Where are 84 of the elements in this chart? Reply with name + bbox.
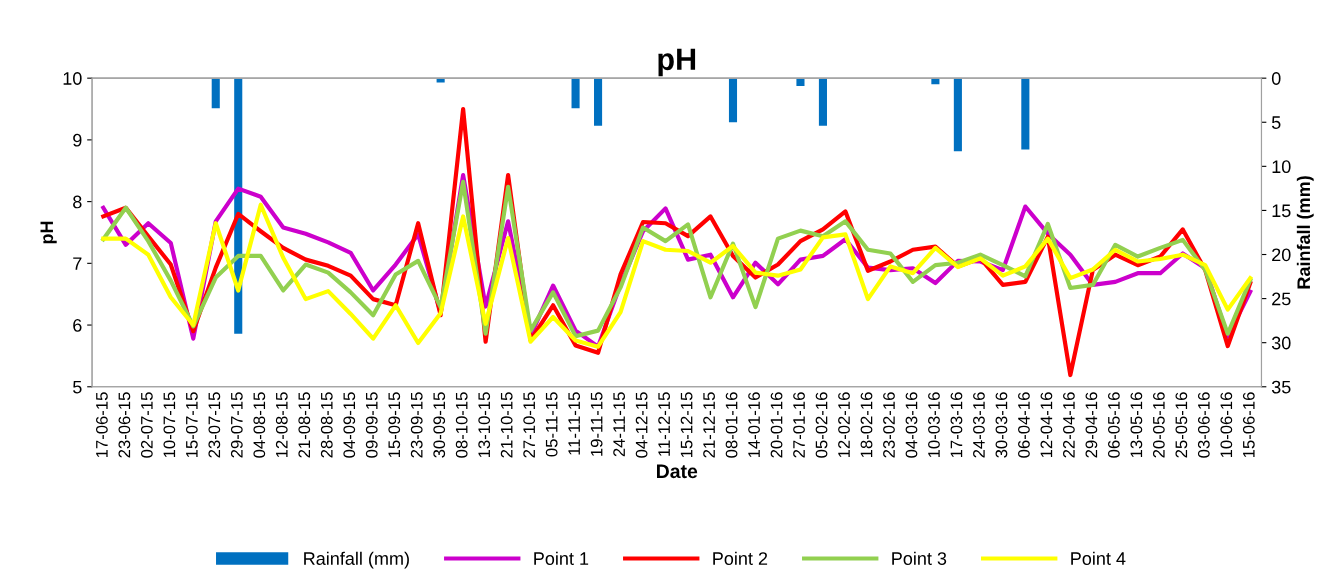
x-tick-label: 18-02-16 bbox=[860, 392, 873, 458]
x-tick-label: 20-05-16 bbox=[1152, 392, 1165, 458]
x-tick-label: 23-02-16 bbox=[883, 392, 895, 458]
y2-tick-label: 10 bbox=[1272, 160, 1291, 174]
x-tick-label: 30-03-16 bbox=[995, 392, 1008, 458]
x-tick-label: 20-01-16 bbox=[770, 392, 783, 458]
bar bbox=[594, 78, 603, 126]
y2-tick-label: 15 bbox=[1272, 204, 1291, 218]
x-tick-label: 04-03-16 bbox=[905, 392, 918, 458]
y2-tick-label: 20 bbox=[1272, 248, 1291, 262]
legend-label: Point 2 bbox=[713, 551, 768, 565]
legend-label: Point 1 bbox=[534, 551, 589, 565]
x-tick-label: 13-05-16 bbox=[1130, 392, 1143, 458]
x-tick-label: 06-05-16 bbox=[1107, 392, 1120, 458]
y-tick-label: 6 bbox=[73, 318, 82, 332]
x-tick-label: 06-04-16 bbox=[1018, 392, 1030, 458]
x-tick-label: 19-11-15 bbox=[590, 392, 603, 456]
x-tick-label: 22-04-16 bbox=[1063, 392, 1075, 458]
x-tick-label: 24-11-15 bbox=[613, 392, 626, 457]
y2-tick-label: 30 bbox=[1271, 336, 1291, 350]
bar bbox=[953, 78, 962, 152]
bar bbox=[1021, 78, 1030, 150]
y-tick-label: 10 bbox=[63, 72, 82, 85]
legend-label: Rainfall (mm) bbox=[304, 551, 409, 569]
x-tick-label: 28-08-15 bbox=[320, 392, 333, 458]
y-tick-label: 7 bbox=[73, 257, 82, 270]
x-tick-label: 03-06-16 bbox=[1197, 392, 1210, 458]
x-tick-label: 10-06-16 bbox=[1220, 392, 1233, 458]
x-tick-label: 04-09-15 bbox=[343, 392, 356, 458]
y-tick-label: 9 bbox=[73, 133, 82, 147]
x-tick-label: 23-06-15 bbox=[118, 392, 131, 458]
legend-label: Point 3 bbox=[892, 551, 947, 565]
x-tick-label: 23-07-15 bbox=[208, 392, 221, 458]
x-tick-label: 12-08-15 bbox=[275, 392, 288, 458]
y-tick-label: 5 bbox=[73, 380, 82, 394]
x-tick-label: 30-09-15 bbox=[433, 392, 446, 458]
legend-label: Point 4 bbox=[1071, 551, 1126, 565]
x-tick-label: 21-10-15 bbox=[500, 392, 513, 458]
x-tick-label: 15-07-15 bbox=[185, 392, 198, 458]
chart-title: pH bbox=[658, 48, 696, 77]
x-tick-label: 09-09-15 bbox=[365, 392, 378, 458]
bar bbox=[728, 78, 738, 123]
x-tick-label: 05-11-15 bbox=[545, 392, 558, 457]
x-tick-label: 17-06-15 bbox=[95, 392, 108, 458]
x-tick-label: 12-04-16 bbox=[1040, 392, 1053, 458]
x-tick-label: 12-02-16 bbox=[838, 392, 850, 458]
x-tick-label: 14-01-16 bbox=[748, 392, 760, 458]
y2-tick-label: 35 bbox=[1271, 380, 1291, 394]
y2-tick-label: 25 bbox=[1272, 292, 1291, 306]
x-tick-label: 10-03-16 bbox=[928, 392, 940, 458]
x-tick-label: 02-07-15 bbox=[140, 392, 153, 458]
bar bbox=[796, 78, 805, 87]
line-series bbox=[101, 202, 1253, 349]
x-tick-label: 24-03-16 bbox=[973, 392, 985, 458]
x-tick-label: 08-10-15 bbox=[455, 392, 468, 458]
x-tick-label: 15-06-16 bbox=[1242, 392, 1255, 458]
x-tick-label: 29-04-16 bbox=[1085, 392, 1098, 458]
x-tick-label: 04-12-15 bbox=[635, 392, 648, 458]
x-tick-label: 04-08-15 bbox=[253, 392, 266, 458]
x-tick-label: 27-10-15 bbox=[523, 392, 536, 458]
x-tick-label: 05-02-16 bbox=[815, 392, 828, 458]
x-tick-label: 11-12-15 bbox=[658, 392, 670, 456]
y2-axis-title: Rainfall (mm) bbox=[1296, 176, 1314, 289]
x-tick-label: 13-10-15 bbox=[478, 392, 491, 458]
x-tick-label: 27-01-16 bbox=[793, 392, 805, 458]
x-tick-label: 15-09-15 bbox=[388, 392, 401, 458]
bar bbox=[818, 78, 827, 126]
x-tick-label: 10-07-15 bbox=[163, 392, 176, 458]
x-tick-label: 21-12-15 bbox=[703, 392, 715, 458]
x-tick-label: 25-05-16 bbox=[1175, 392, 1188, 458]
y2-tick-label: 5 bbox=[1271, 116, 1281, 129]
y-axis-title: pH bbox=[40, 221, 57, 244]
y-tick-label: 8 bbox=[73, 195, 82, 209]
x-tick-label: 08-01-16 bbox=[725, 392, 738, 458]
bar bbox=[571, 78, 580, 109]
x-tick-label: 23-09-15 bbox=[410, 392, 423, 458]
x-tick-label: 21-08-15 bbox=[298, 392, 311, 458]
x-tick-label: 11-11-15 bbox=[568, 392, 581, 455]
bar bbox=[211, 78, 220, 109]
x-tick-label: 17-03-16 bbox=[950, 392, 963, 458]
y2-tick-label: 0 bbox=[1271, 72, 1281, 85]
x-tick-label: 29-07-15 bbox=[230, 392, 243, 458]
x-tick-label: 15-12-15 bbox=[680, 392, 693, 458]
x-axis-title: Date bbox=[657, 464, 698, 479]
